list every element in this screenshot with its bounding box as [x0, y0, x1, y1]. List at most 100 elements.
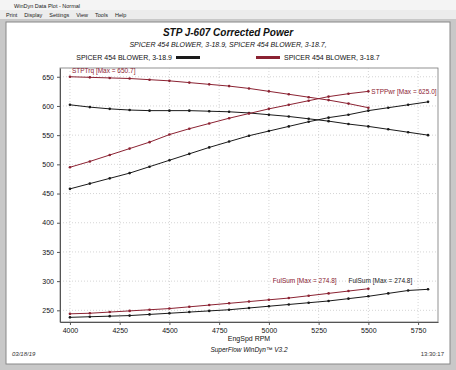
y-tick-label: 350	[42, 249, 54, 256]
window-background	[0, 0, 456, 370]
series-marker	[208, 110, 211, 113]
series-marker	[287, 115, 290, 118]
y-tick-mark	[57, 164, 60, 165]
y-tick: 500	[42, 161, 60, 168]
chart-panel	[6, 22, 450, 364]
y-grid-line	[60, 76, 438, 77]
menu-item[interactable]: Help	[115, 12, 126, 18]
y-tick-label: 500	[42, 161, 54, 168]
series-marker	[128, 77, 131, 80]
x-tick-label: 5250	[311, 327, 327, 334]
series-marker	[327, 120, 330, 123]
series-marker	[307, 118, 310, 121]
series-marker	[287, 103, 290, 106]
plot-marks	[69, 75, 430, 318]
x-tick-label: 5750	[411, 327, 427, 334]
series-marker	[307, 301, 310, 304]
y-tick-label: 450	[42, 190, 54, 197]
y-grid-line	[60, 105, 438, 106]
series-marker	[168, 109, 171, 112]
series-marker	[148, 78, 151, 81]
x-tick-mark	[219, 322, 220, 325]
y-tick-label: 250	[42, 307, 54, 314]
y-grid-line	[60, 310, 438, 311]
x-tick: 5500	[361, 322, 377, 334]
series-marker	[347, 92, 350, 95]
menu-item[interactable]: Settings	[49, 12, 69, 18]
series-marker	[108, 315, 111, 318]
y-tick-mark	[57, 223, 60, 224]
series-marker	[327, 292, 330, 295]
series-marker	[228, 140, 231, 143]
series-marker	[367, 125, 370, 128]
series-marker	[168, 159, 171, 162]
series-marker	[69, 313, 72, 316]
series-marker	[128, 147, 131, 150]
series-marker	[407, 289, 410, 292]
series-marker	[268, 108, 271, 111]
x-grid-line	[69, 68, 70, 322]
x-tick-label: 4750	[212, 327, 228, 334]
series-marker	[268, 113, 271, 116]
series-marker	[287, 125, 290, 128]
series-marker	[128, 109, 131, 112]
series-marker	[89, 182, 92, 185]
legend-entry: SPICER 454 BLOWER, 3-18.7	[256, 54, 380, 61]
series-marker	[128, 172, 131, 175]
x-tick-label: 5000	[262, 327, 278, 334]
series-marker	[407, 103, 410, 106]
series-marker	[208, 304, 211, 307]
series-line	[70, 289, 368, 314]
legend-entry: SPICER 454 BLOWER, 3-18.9	[76, 54, 200, 61]
series-marker	[89, 160, 92, 163]
annotation: FulSum [Max = 274.8]	[348, 277, 412, 285]
series-marker	[248, 307, 251, 310]
y-tick: 400	[42, 219, 60, 226]
series-marker	[407, 131, 410, 134]
y-tick-mark	[57, 135, 60, 136]
series-marker	[128, 310, 131, 313]
series-marker	[148, 141, 151, 144]
menu-item[interactable]: View	[76, 12, 88, 18]
time-label: 13:30:17	[421, 351, 445, 357]
y-tick-label: 650	[42, 73, 54, 80]
x-tick-mark	[70, 322, 71, 325]
series-marker	[347, 297, 350, 300]
series-marker	[327, 95, 330, 98]
x-tick-label: 4000	[63, 327, 79, 334]
y-grid-line	[60, 193, 438, 194]
y-tick: 550	[42, 132, 60, 139]
menu-item[interactable]: Print	[6, 12, 18, 18]
series-marker	[287, 303, 290, 306]
x-tick-mark	[269, 322, 270, 325]
menu-item[interactable]: Display	[24, 12, 42, 18]
series-line	[70, 91, 368, 167]
y-grid-line	[60, 222, 438, 223]
series-marker	[387, 292, 390, 295]
y-tick: 650	[42, 73, 60, 80]
series-marker	[248, 300, 251, 303]
menu-item[interactable]: Tools	[95, 12, 108, 18]
y-grid-line	[60, 251, 438, 252]
legend-swatch	[256, 56, 280, 59]
x-grid-line	[418, 68, 419, 322]
y-axis-line	[60, 69, 61, 323]
series-marker	[367, 109, 370, 112]
series-marker	[307, 99, 310, 102]
annotation: STPPwr [Max = 625.0]	[371, 88, 436, 96]
series-marker	[347, 123, 350, 126]
series-marker	[327, 99, 330, 102]
series-marker	[228, 85, 231, 88]
series-marker	[347, 102, 350, 105]
chart-svg: WinDyn Data Plot - NormalPrintDisplaySet…	[0, 0, 456, 370]
y-tick-mark	[57, 77, 60, 78]
series-marker	[327, 300, 330, 303]
series-marker	[128, 314, 131, 317]
legend-label: SPICER 454 BLOWER, 3-18.9	[76, 54, 172, 61]
x-tick: 4000	[63, 322, 79, 334]
series-marker	[427, 288, 430, 291]
series-marker	[69, 166, 72, 169]
x-grid-line	[219, 68, 220, 322]
series-marker	[268, 305, 271, 308]
y-tick-mark	[57, 281, 60, 282]
